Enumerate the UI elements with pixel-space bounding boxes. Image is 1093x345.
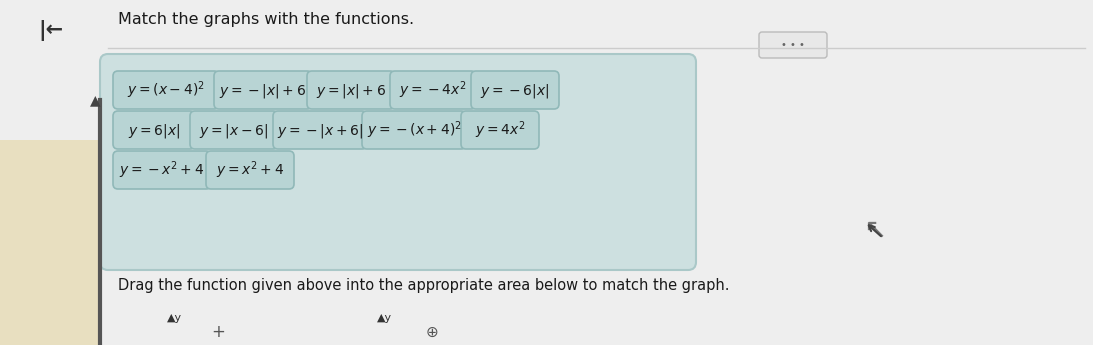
Text: Match the graphs with the functions.: Match the graphs with the functions.: [118, 12, 414, 27]
Text: |←: |←: [38, 20, 63, 41]
Text: $y=-4x^2$: $y=-4x^2$: [399, 80, 467, 101]
FancyBboxPatch shape: [273, 111, 367, 149]
Text: $y=-|x|+6$: $y=-|x|+6$: [220, 81, 306, 99]
Text: +: +: [211, 323, 225, 341]
FancyBboxPatch shape: [390, 71, 475, 109]
Text: $y=6|x|$: $y=6|x|$: [128, 121, 180, 139]
FancyBboxPatch shape: [99, 54, 696, 270]
FancyBboxPatch shape: [113, 111, 195, 149]
FancyBboxPatch shape: [190, 111, 278, 149]
FancyBboxPatch shape: [214, 71, 312, 109]
FancyBboxPatch shape: [362, 111, 466, 149]
Text: $y=x^2+4$: $y=x^2+4$: [216, 160, 284, 181]
FancyBboxPatch shape: [759, 32, 827, 58]
Text: $y=|x-6|$: $y=|x-6|$: [199, 121, 269, 139]
Text: • • •: • • •: [781, 40, 804, 50]
Text: $y=4x^2$: $y=4x^2$: [474, 120, 526, 141]
Text: ▲y: ▲y: [167, 313, 183, 323]
FancyBboxPatch shape: [205, 151, 294, 189]
Text: $y=-|x+6|$: $y=-|x+6|$: [277, 121, 363, 139]
FancyBboxPatch shape: [471, 71, 559, 109]
FancyBboxPatch shape: [461, 111, 539, 149]
FancyBboxPatch shape: [307, 71, 395, 109]
Text: ▲y: ▲y: [377, 313, 392, 323]
Text: Drag the function given above into the appropriate area below to match the graph: Drag the function given above into the a…: [118, 278, 729, 293]
FancyBboxPatch shape: [0, 140, 99, 345]
FancyBboxPatch shape: [113, 151, 211, 189]
Text: ↖: ↖: [863, 216, 886, 244]
FancyBboxPatch shape: [113, 71, 219, 109]
Text: $y=|x|+6$: $y=|x|+6$: [316, 81, 386, 99]
Text: ▲: ▲: [90, 93, 101, 107]
Text: $y=(x-4)^2$: $y=(x-4)^2$: [127, 80, 204, 101]
Text: ⊕: ⊕: [425, 325, 438, 339]
Text: $y=-x^2+4$: $y=-x^2+4$: [119, 160, 204, 181]
Text: $y=-(x+4)^2$: $y=-(x+4)^2$: [366, 120, 461, 141]
Text: $y=-6|x|$: $y=-6|x|$: [481, 81, 550, 99]
